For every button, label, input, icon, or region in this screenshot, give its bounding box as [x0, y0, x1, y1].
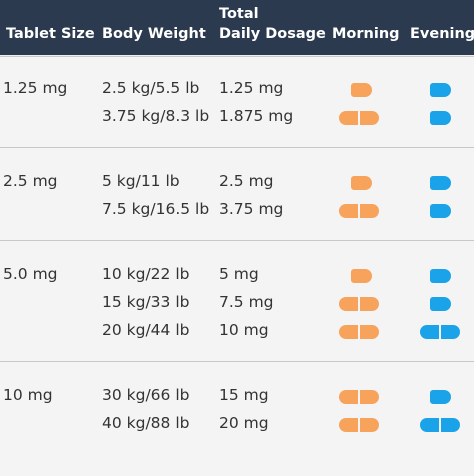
tablet-size: 2.5 mg: [3, 172, 58, 190]
daily-dosage: 1.875 mg: [219, 107, 294, 125]
morning-tablet-icon: [351, 176, 372, 190]
table-header: Tablet Size Body Weight Total Daily Dosa…: [0, 0, 474, 55]
morning-tablet-icon: [339, 418, 381, 432]
evening-tablet-icon: [420, 325, 462, 339]
tablet-size: 5.0 mg: [3, 265, 58, 283]
dosage-group: 10 mg 30 kg/66 lb 15 mg 40 kg/88 lb 20 mg: [0, 361, 474, 476]
dosage-group: 2.5 mg 5 kg/11 lb 2.5 mg 7.5 kg/16.5 lb 3.75…: [0, 147, 474, 240]
daily-dosage: 1.25 mg: [219, 79, 284, 97]
header-evening: Evening: [410, 26, 474, 42]
morning-tablet-icon: [351, 269, 372, 283]
daily-dosage: 3.75 mg: [219, 200, 284, 218]
daily-dosage: 15 mg: [219, 386, 269, 404]
morning-tablet-icon: [339, 325, 381, 339]
body-weight: 5 kg/11 lb: [102, 172, 180, 190]
morning-tablet-icon: [339, 204, 381, 218]
body-weight: 15 kg/33 lb: [102, 293, 190, 311]
morning-tablet-icon: [339, 111, 381, 125]
header-body-weight: Body Weight: [102, 26, 206, 42]
evening-tablet-icon: [430, 297, 451, 311]
morning-tablet-icon: [339, 390, 381, 404]
header-morning: Morning: [332, 26, 400, 42]
dosage-group: 1.25 mg 2.5 kg/5.5 lb 1.25 mg 3.75 kg/8.3 l…: [0, 56, 474, 147]
body-weight: 7.5 kg/16.5 lb: [102, 200, 210, 218]
tablet-size: 1.25 mg: [3, 79, 68, 97]
daily-dosage: 10 mg: [219, 321, 269, 339]
body-weight: 2.5 kg/5.5 lb: [102, 79, 200, 97]
morning-tablet-icon: [339, 297, 381, 311]
daily-dosage: 20 mg: [219, 414, 269, 432]
evening-tablet-icon: [430, 269, 451, 283]
morning-tablet-icon: [351, 83, 372, 97]
body-weight: 20 kg/44 lb: [102, 321, 190, 339]
evening-tablet-icon: [430, 176, 451, 190]
body-weight: 10 kg/22 lb: [102, 265, 190, 283]
tablet-size: 10 mg: [3, 386, 53, 404]
dosage-group: 5.0 mg 10 kg/22 lb 5 mg 15 kg/33 lb 7.5 mg 20…: [0, 240, 474, 361]
header-total: Total: [219, 6, 259, 22]
body-weight: 30 kg/66 lb: [102, 386, 190, 404]
header-tablet-size: Tablet Size: [6, 26, 95, 42]
daily-dosage: 2.5 mg: [219, 172, 274, 190]
body-weight: 3.75 kg/8.3 lb: [102, 107, 210, 125]
evening-tablet-icon: [430, 204, 451, 218]
evening-tablet-icon: [430, 111, 451, 125]
evening-tablet-icon: [420, 418, 462, 432]
body-weight: 40 kg/88 lb: [102, 414, 190, 432]
daily-dosage: 7.5 mg: [219, 293, 274, 311]
evening-tablet-icon: [430, 390, 451, 404]
evening-tablet-icon: [430, 83, 451, 97]
daily-dosage: 5 mg: [219, 265, 259, 283]
header-daily-dosage: Daily Dosage: [219, 26, 326, 42]
